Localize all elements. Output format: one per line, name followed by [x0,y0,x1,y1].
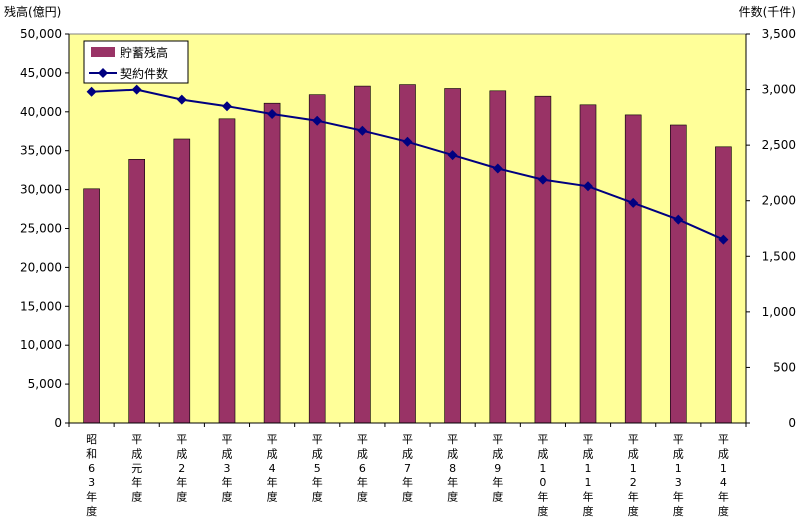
y-left-tick-label: 40,000 [20,105,62,119]
bar [624,114,642,424]
legend-bar-label: 貯蓄残高 [120,45,168,60]
x-axis-category-labels: 昭和 6 3 年度 平成元年度 平成 2 年度 平成 3 年度 平成 4 年度 平成 5 年度 平成 6 年度 平成 7 年… [86,433,729,518]
line-point [86,86,97,97]
bar [173,138,191,424]
legend-line-label: 契約件数 [120,66,168,81]
bar [218,118,236,424]
x-category-label: 平成 5 年度 [312,433,323,504]
x-category-label: 平成 2 年度 [176,433,187,504]
line-point [583,181,593,192]
bar [669,124,687,424]
x-category-label: 平成 1 3 年度 [673,433,684,518]
y-right-tick-label: 2,000 [762,194,796,208]
legend: 貯蓄残高 契約件数 [83,40,189,84]
x-category-label: 平成 6 年度 [357,433,368,504]
line-point [402,136,413,147]
x-category-label: 平成元年度 [131,433,142,504]
x-category-label: 平成 1 0 年度 [537,433,548,518]
line-point [357,125,368,136]
x-category-label: 平成 7 年度 [402,433,413,504]
x-category-label: 平成 9 年度 [492,433,503,504]
x-category-label: 平成 8 年度 [447,433,458,504]
line-point [628,197,639,208]
bar [444,88,461,424]
bar [399,84,416,424]
bar [354,85,371,424]
y-left-tick-label: 20,000 [20,260,62,274]
x-category-label: 平成 1 2 年度 [628,433,639,518]
line-point [492,163,503,174]
y-left-tick-label: 50,000 [20,27,62,41]
line-point [447,150,458,161]
bar-series [83,84,732,424]
y-right-tick-label: 0 [788,416,796,430]
y-right-tick-label: 1,000 [762,305,796,319]
y-left-tick-label: 30,000 [20,183,62,197]
y-left-tick-label: 15,000 [20,299,62,313]
x-category-label: 昭和 6 3 年度 [86,433,97,518]
y-axis-right-ticks: 0 500 1,000 1,500 2,000 2,500 3,000 3,500 [746,27,796,430]
y-right-tick-label: 3,500 [762,27,796,41]
y-left-tick-label: 25,000 [20,222,62,236]
y-axis-left-label: 残高(億円) [4,4,61,19]
line-point [718,234,729,245]
bar [308,94,326,424]
line-series [86,84,729,245]
line-point [267,109,278,119]
y-right-tick-label: 2,500 [762,138,796,152]
line-point [222,101,232,112]
bar [579,104,597,424]
line-point [673,214,684,225]
bar [128,159,145,424]
y-left-tick-label: 35,000 [20,144,62,158]
bar [263,102,281,424]
line-point [131,84,142,95]
bar [534,95,552,424]
x-category-label: 平成 3 年度 [222,433,233,504]
x-category-label: 平成 1 4 年度 [718,433,729,518]
legend-bar-swatch [91,47,115,57]
y-left-tick-label: 10,000 [20,338,62,352]
y-left-tick-label: 0 [54,416,62,430]
y-right-tick-label: 3,000 [762,83,796,97]
y-left-tick-label: 45,000 [20,66,62,80]
y-left-tick-label: 5,000 [28,377,62,391]
bar [489,90,507,424]
line-point [312,115,323,126]
x-category-label: 平成 1 1 年度 [583,433,594,518]
line-point [176,94,187,105]
y-axis-left-ticks: 0 5,000 10,000 15,000 20,000 25,000 30,000 35,0… [20,27,69,430]
line-point [537,174,548,185]
bar [83,188,100,424]
bar [715,146,732,424]
y-right-tick-label: 500 [773,360,796,374]
legend-line-marker [98,68,108,78]
x-category-label: 平成 4 年度 [267,433,278,504]
y-right-tick-label: 1,500 [762,249,796,263]
y-axis-right-label: 件数(千件) [739,4,796,19]
